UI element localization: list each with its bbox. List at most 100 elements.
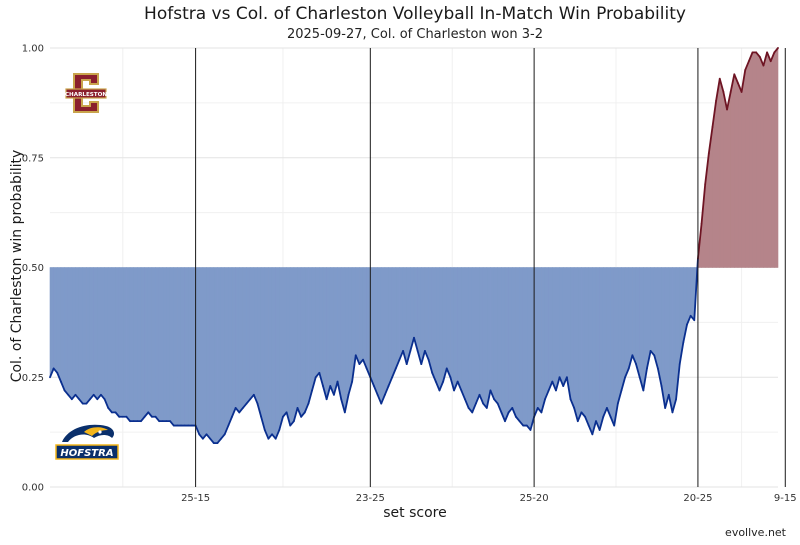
hofstra-area-segment xyxy=(195,267,200,435)
hofstra-area-segment xyxy=(169,267,175,427)
hofstra-area-segment xyxy=(541,267,546,413)
hofstra-area-segment xyxy=(377,267,382,404)
win-probability-line-segment xyxy=(60,380,66,392)
win-probability-line-segment xyxy=(740,69,747,93)
hofstra-area-segment xyxy=(428,267,433,373)
hofstra-area-segment xyxy=(581,267,586,418)
hofstra-area-segment xyxy=(308,267,313,404)
win-probability-line-segment xyxy=(587,424,594,436)
win-probability-line-segment xyxy=(49,367,55,379)
win-probability-line-segment xyxy=(544,389,550,401)
hofstra-area-segment xyxy=(268,267,273,440)
x-tick-label: 25-20 xyxy=(520,493,549,504)
hofstra-area-segment xyxy=(286,267,291,426)
charleston-area-segment xyxy=(734,74,739,268)
hofstra-area-segment xyxy=(348,267,353,395)
hofstra-area-segment xyxy=(359,267,364,365)
win-probability-line-segment xyxy=(380,393,386,405)
win-probability-line-segment xyxy=(318,371,324,387)
hofstra-area-segment xyxy=(111,267,116,413)
hofstra-area-segment xyxy=(202,267,207,440)
chart-title: Hofstra vs Col. of Charleston Volleyball… xyxy=(144,4,686,24)
y-tick-labels: 0.00 0.25 0.50 0.75 1.00 xyxy=(22,44,44,494)
hofstra-area-segment xyxy=(282,267,287,418)
hofstra-area-segment xyxy=(424,267,429,360)
hofstra-area-segment xyxy=(573,267,579,422)
hofstra-area-segment xyxy=(355,267,360,365)
hofstra-area-segment xyxy=(610,267,615,426)
win-probability-line-segment xyxy=(96,393,102,401)
win-probability-line-segment xyxy=(540,398,546,414)
win-probability-line-segment xyxy=(201,433,208,440)
win-probability-line-segment xyxy=(147,411,153,418)
win-probability-line-segment xyxy=(256,402,263,418)
hofstra-area-segment xyxy=(501,267,506,422)
win-probability-line-segment xyxy=(675,363,681,401)
charleston-area-segment xyxy=(715,78,721,268)
win-probability-line-segment xyxy=(733,73,739,85)
win-probability-line-segment xyxy=(424,350,430,361)
win-probability-line-segment xyxy=(373,385,379,396)
hofstra-area-segment xyxy=(533,267,539,417)
win-probability-line-segment xyxy=(569,398,576,409)
win-probability-line-segment xyxy=(438,380,445,392)
hofstra-area-segment xyxy=(260,267,266,431)
hofstra-area-segment xyxy=(253,267,258,404)
win-probability-line-segment xyxy=(671,398,677,414)
credit-text: evollve.net xyxy=(725,526,786,539)
hofstra-area-segment xyxy=(82,267,87,404)
win-probability-line-segment xyxy=(329,385,335,396)
hofstra-area-segment xyxy=(264,267,269,439)
win-probability-line-segment xyxy=(504,411,510,423)
hofstra-area-segment xyxy=(333,267,338,395)
win-probability-line-segment xyxy=(238,407,244,414)
hofstra-area-segment xyxy=(158,267,164,422)
y-tick-label: 0.25 xyxy=(22,373,44,384)
win-probability-line-segment xyxy=(595,420,601,431)
win-probability-line-segment xyxy=(322,385,328,401)
hofstra-area-segment xyxy=(319,267,324,387)
hofstra-area-segment xyxy=(617,267,622,404)
hofstra-area-segment xyxy=(508,267,513,414)
win-probability-line-segment xyxy=(664,393,670,409)
hofstra-area-segment xyxy=(664,267,670,409)
win-probability-line-segment xyxy=(715,77,721,102)
x-tick-label: 9-15 xyxy=(774,493,797,504)
hofstra-area-segment xyxy=(584,267,590,426)
win-probability-line-segment xyxy=(427,358,434,374)
y-tick-label: 0.50 xyxy=(22,263,44,274)
win-probability-line-segment xyxy=(263,429,270,440)
x-tick-label: 23-25 xyxy=(356,493,385,504)
win-probability-line-segment xyxy=(460,389,466,401)
y-tick-label: 0.00 xyxy=(22,483,44,494)
hofstra-area-segment xyxy=(628,267,633,369)
win-probability-line-segment xyxy=(103,398,110,409)
hofstra-area-segment xyxy=(526,267,531,431)
hofstra-area-segment xyxy=(89,267,94,401)
hofstra-area-segment xyxy=(86,267,91,405)
hofstra-area-segment xyxy=(479,267,484,404)
win-probability-line-segment xyxy=(726,91,732,111)
win-probability-line-segment xyxy=(471,402,477,414)
hofstra-area-segment xyxy=(49,267,54,378)
win-probability-line-segment xyxy=(194,424,201,436)
win-probability-line-segment xyxy=(627,354,634,370)
hofstra-area-segment xyxy=(544,267,549,400)
hofstra-area-segment xyxy=(129,267,135,422)
hofstra-area-segment xyxy=(71,267,76,401)
win-probability-line-segment xyxy=(325,385,332,401)
charleston-logo: CHARLESTON xyxy=(65,73,107,113)
svg-text:CHARLESTON: CHARLESTON xyxy=(65,92,107,98)
hofstra-area-segment xyxy=(511,267,517,417)
win-probability-line-segment xyxy=(85,398,91,405)
win-probability-line-segment xyxy=(409,336,415,352)
hofstra-area-segment xyxy=(453,267,458,391)
hofstra-area-segment xyxy=(380,267,386,404)
win-probability-line-segment xyxy=(89,393,95,401)
win-probability-line-segment xyxy=(518,420,525,427)
hofstra-area-segment xyxy=(177,267,182,426)
win-probability-line-segment xyxy=(493,398,499,405)
hofstra-area-segment xyxy=(486,267,491,409)
charleston-area-segment xyxy=(719,78,724,268)
